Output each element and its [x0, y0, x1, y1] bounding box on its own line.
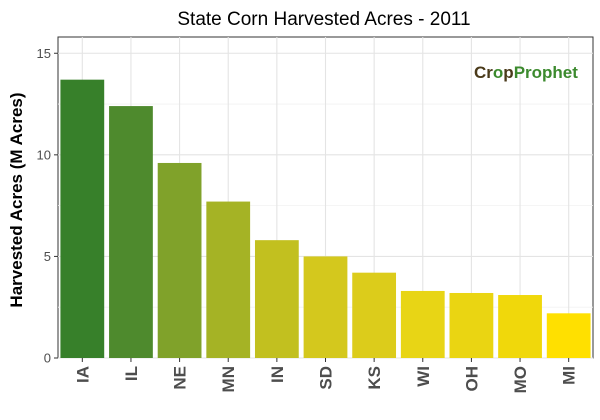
x-tick-label-mn: MN [219, 366, 238, 392]
x-tick-label-ks: KS [365, 366, 384, 390]
bar-ia [60, 79, 105, 359]
y-tick-label: 5 [44, 249, 51, 264]
x-tick-label-mo: MO [511, 366, 530, 393]
bar-sd [303, 256, 348, 358]
y-tick-label: 10 [37, 147, 51, 162]
x-tick-label-ne: NE [171, 366, 190, 390]
bar-il [109, 106, 153, 358]
x-tick-label-wi: WI [414, 366, 433, 387]
y-axis-ticks: 0 5 10 15 [37, 46, 58, 366]
logo-part-4: Prophet [514, 63, 579, 82]
bar-oh [449, 292, 494, 358]
y-tick-label: 15 [37, 46, 51, 61]
bars [60, 79, 591, 359]
bar-ne [157, 162, 202, 358]
logo-part-3: p [503, 63, 513, 82]
bar-in [254, 240, 299, 358]
x-axis-ticks: IA IL NE MN IN SD KS WI OH MO MI [73, 358, 579, 393]
x-tick-label-sd: SD [317, 366, 336, 390]
bar-mn [206, 201, 251, 358]
x-tick-label-in: IN [268, 366, 287, 383]
y-axis-title: Harvested Acres (M Acres) [7, 92, 26, 307]
bar-mo [498, 295, 542, 358]
cropprophet-logo: CropProphet [474, 63, 578, 82]
bar-ks [352, 272, 397, 358]
y-tick-label: 0 [44, 351, 51, 366]
x-tick-label-oh: OH [462, 366, 481, 392]
logo-part-2: o [493, 63, 503, 82]
chart-title: State Corn Harvested Acres - 2011 [177, 9, 470, 30]
x-tick-label-ia: IA [73, 366, 92, 383]
bar-wi [400, 290, 445, 358]
logo-part-1: Cr [474, 63, 493, 82]
x-tick-label-il: IL [122, 366, 141, 381]
bar-mi [546, 313, 591, 358]
x-tick-label-mi: MI [560, 366, 579, 385]
